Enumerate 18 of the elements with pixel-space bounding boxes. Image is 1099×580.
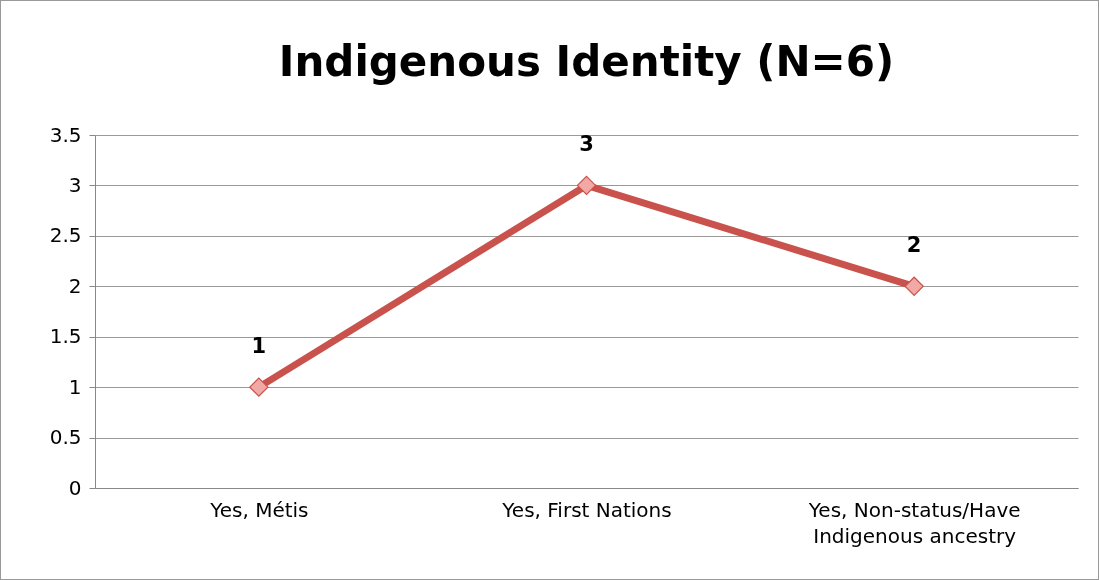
data-label: 1 — [251, 334, 267, 359]
y-tick-label: 3.5 — [49, 122, 82, 147]
y-tick-label: 2 — [68, 273, 82, 298]
point — [576, 175, 597, 196]
x-tick-label: Yes, Non-status/Have Indigenous ancestry — [807, 497, 1021, 548]
y-tick-label: 0.5 — [49, 425, 82, 450]
data-label: 2 — [906, 233, 922, 258]
x-tick-label: Yes, First Nations — [501, 497, 672, 522]
y-tick-label: 2.5 — [49, 223, 82, 248]
y-tick-label: 1 — [68, 374, 82, 399]
x-tick-label: Yes, Métis — [209, 497, 309, 522]
point — [249, 377, 269, 397]
data-label: 3 — [579, 132, 594, 157]
y-tick-label: 1.5 — [49, 324, 82, 349]
y-tick-label: 0 — [68, 475, 82, 500]
point — [904, 276, 924, 296]
y-tick-label: 3 — [68, 172, 82, 197]
chart-title: Indigenous Identity (N=6) — [278, 37, 895, 86]
